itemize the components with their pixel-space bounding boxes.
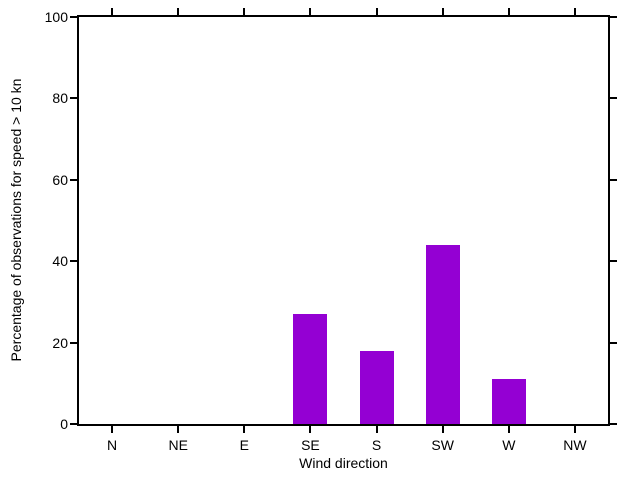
x-tick-label-SE: SE xyxy=(301,437,320,453)
bar-W xyxy=(491,379,526,424)
x-tick-N-bottom xyxy=(111,426,114,433)
plot-area xyxy=(70,8,617,433)
y-tick-20-right xyxy=(610,341,617,344)
x-tick-SW-top xyxy=(441,8,444,15)
x-tick-label-W: W xyxy=(502,437,516,453)
bar-S xyxy=(359,350,394,424)
x-tick-W-top xyxy=(507,8,510,15)
x-tick-E-bottom xyxy=(243,426,246,433)
x-tick-NE-bottom xyxy=(177,426,180,433)
x-tick-label-N: N xyxy=(107,437,118,453)
x-tick-W-bottom xyxy=(507,426,510,433)
bar-SE xyxy=(293,314,328,424)
y-tick-60-right xyxy=(610,178,617,181)
y-tick-40-left xyxy=(70,260,77,263)
x-tick-SE-bottom xyxy=(309,426,312,433)
y-tick-0-right xyxy=(610,423,617,425)
y-tick-label-60: 60 xyxy=(52,171,68,188)
y-tick-80-left xyxy=(70,97,77,100)
x-tick-label-SW: SW xyxy=(431,437,454,453)
y-tick-label-100: 100 xyxy=(44,9,68,25)
y-tick-0-left xyxy=(70,423,77,425)
y-tick-label-0: 0 xyxy=(60,416,68,432)
x-tick-NE-top xyxy=(177,8,180,15)
x-tick-E-top xyxy=(243,8,246,15)
y-tick-80-right xyxy=(610,97,617,100)
x-tick-S-top xyxy=(375,8,378,15)
x-tick-SW-bottom xyxy=(441,426,444,433)
y-tick-100-left xyxy=(70,16,77,18)
y-tick-label-80: 80 xyxy=(52,90,68,107)
y-tick-60-left xyxy=(70,178,77,181)
x-axis-title: Wind direction xyxy=(299,455,388,471)
y-tick-label-40: 40 xyxy=(52,253,68,270)
y-tick-100-right xyxy=(610,16,617,18)
x-tick-NW-bottom xyxy=(573,426,576,433)
x-tick-label-S: S xyxy=(371,437,382,453)
x-tick-label-NE: NE xyxy=(168,437,188,453)
y-tick-label-20: 20 xyxy=(52,334,68,351)
x-tick-SE-top xyxy=(309,8,312,15)
x-tick-label-NW: NW xyxy=(563,437,587,453)
x-tick-label-E: E xyxy=(239,437,249,453)
bar-SW xyxy=(425,244,460,424)
x-tick-N-top xyxy=(111,8,114,15)
x-tick-S-bottom xyxy=(375,426,378,433)
y-axis-title: Percentage of observations for speed > 1… xyxy=(8,78,24,362)
y-tick-20-left xyxy=(70,341,77,344)
x-tick-NW-top xyxy=(573,8,576,15)
y-tick-40-right xyxy=(610,260,617,263)
